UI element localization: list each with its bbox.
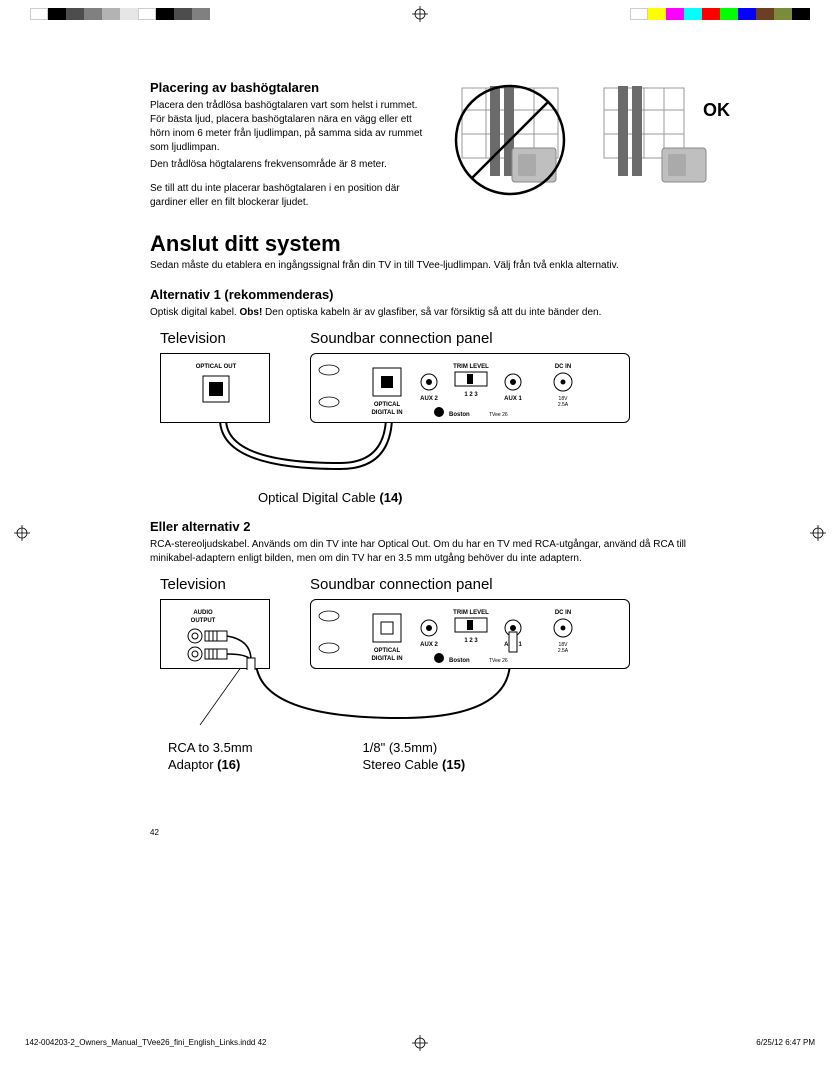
stereo-cable-caption: 1/8" (3.5mm) Stereo Cable (15) <box>363 740 466 788</box>
placement-figure-bad <box>450 80 570 205</box>
svg-text:1 2 3: 1 2 3 <box>464 392 478 398</box>
option1-diagram: Television OPTICAL OUT Soundbar connecti… <box>160 330 710 423</box>
svg-text:DC IN: DC IN <box>555 610 571 616</box>
svg-text:DC IN: DC IN <box>555 364 571 370</box>
optical-cable <box>160 419 660 479</box>
color-bar-left <box>30 8 210 20</box>
tv-label-1: Television <box>160 330 270 347</box>
connect-section: Anslut ditt system Sedan måste du etable… <box>150 231 710 273</box>
print-footer: 142-004203-2_Owners_Manual_TVee26_fini_E… <box>25 1038 815 1047</box>
placement-figure-ok: OK <box>600 80 720 205</box>
panel-label-1: Soundbar connection panel <box>310 330 630 347</box>
option2-diagram: Television AUDIO OUTPUT <box>160 576 710 669</box>
svg-text:Boston: Boston <box>449 412 470 418</box>
option1-body-pre: Optisk digital kabel. <box>150 307 240 318</box>
svg-text:TRIM LEVEL: TRIM LEVEL <box>453 610 489 616</box>
placement-section: Placering av bashögtalaren Placera den t… <box>150 80 710 213</box>
connect-heading: Anslut ditt system <box>150 231 710 257</box>
footer-datetime: 6/25/12 6:47 PM <box>756 1038 815 1047</box>
tv-box-2: AUDIO OUTPUT <box>160 599 270 669</box>
ok-label: OK <box>703 100 730 121</box>
option2-body: RCA-stereoljudskabel. Används om din TV … <box>150 538 710 566</box>
svg-text:OPTICAL: OPTICAL <box>374 402 401 408</box>
option1-body-post: Den optiska kabeln är av glasfiber, så v… <box>262 307 601 318</box>
option2-section: Eller alternativ 2 RCA-stereoljudskabel.… <box>150 519 710 788</box>
connect-intro: Sedan måste du etablera en ingångssignal… <box>150 259 710 273</box>
svg-text:AUDIO: AUDIO <box>193 610 213 616</box>
optical-cable-caption: Optical Digital Cable (14) <box>258 490 710 505</box>
svg-text:TRIM LEVEL: TRIM LEVEL <box>453 364 489 370</box>
page-number: 42 <box>150 828 159 837</box>
svg-text:Boston: Boston <box>449 658 470 664</box>
svg-text:2.5A: 2.5A <box>558 402 569 408</box>
panel-label-2: Soundbar connection panel <box>310 576 630 593</box>
svg-text:TVee 26: TVee 26 <box>489 658 508 664</box>
stereo-cable <box>160 663 680 733</box>
color-bar-right <box>630 8 810 20</box>
option1-body-bold: Obs! <box>240 307 263 318</box>
svg-text:TVee 26: TVee 26 <box>489 412 508 418</box>
page-content: Placering av bashögtalaren Placera den t… <box>150 80 710 802</box>
placement-heading: Placering av bashögtalaren <box>150 80 430 95</box>
soundbar-panel-2: OPTICAL DIGITAL IN AUX 2 TRIM LEVEL 1 2 … <box>310 599 630 669</box>
svg-text:DIGITAL IN: DIGITAL IN <box>371 410 402 416</box>
registration-mark-top <box>412 6 428 22</box>
rca-adaptor-caption: RCA to 3.5mm Adaptor (16) <box>168 740 253 788</box>
registration-mark-right <box>810 525 826 541</box>
svg-text:2.5A: 2.5A <box>558 648 569 654</box>
option2-heading: Eller alternativ 2 <box>150 519 710 534</box>
option1-body: Optisk digital kabel. Obs! Den optiska k… <box>150 306 710 320</box>
option1-section: Alternativ 1 (rekommenderas) Optisk digi… <box>150 287 710 505</box>
svg-text:AUX 2: AUX 2 <box>420 642 438 648</box>
tv-box-1: OPTICAL OUT <box>160 353 270 423</box>
svg-text:AUX 2: AUX 2 <box>420 396 438 402</box>
soundbar-panel-1: OPTICAL DIGITAL IN AUX 2 TRIM LEVEL 1 2 … <box>310 353 630 423</box>
svg-text:OUTPUT: OUTPUT <box>191 618 216 624</box>
placement-p2: Den trådlösa högtalarens frekvensområde … <box>150 158 430 172</box>
svg-text:OPTICAL: OPTICAL <box>374 648 401 654</box>
tv-label-2: Television <box>160 576 270 593</box>
svg-text:DIGITAL IN: DIGITAL IN <box>371 656 402 662</box>
svg-text:OPTICAL OUT: OPTICAL OUT <box>196 364 237 370</box>
footer-file: 142-004203-2_Owners_Manual_TVee26_fini_E… <box>25 1038 267 1047</box>
svg-text:1 2 3: 1 2 3 <box>464 638 478 644</box>
option1-heading: Alternativ 1 (rekommenderas) <box>150 287 710 302</box>
svg-text:AUX 1: AUX 1 <box>504 396 522 402</box>
placement-p1: Placera den trådlösa bashögtalaren vart … <box>150 99 430 155</box>
placement-p3: Se till att du inte placerar bashögtalar… <box>150 182 430 210</box>
registration-mark-left <box>14 525 30 541</box>
